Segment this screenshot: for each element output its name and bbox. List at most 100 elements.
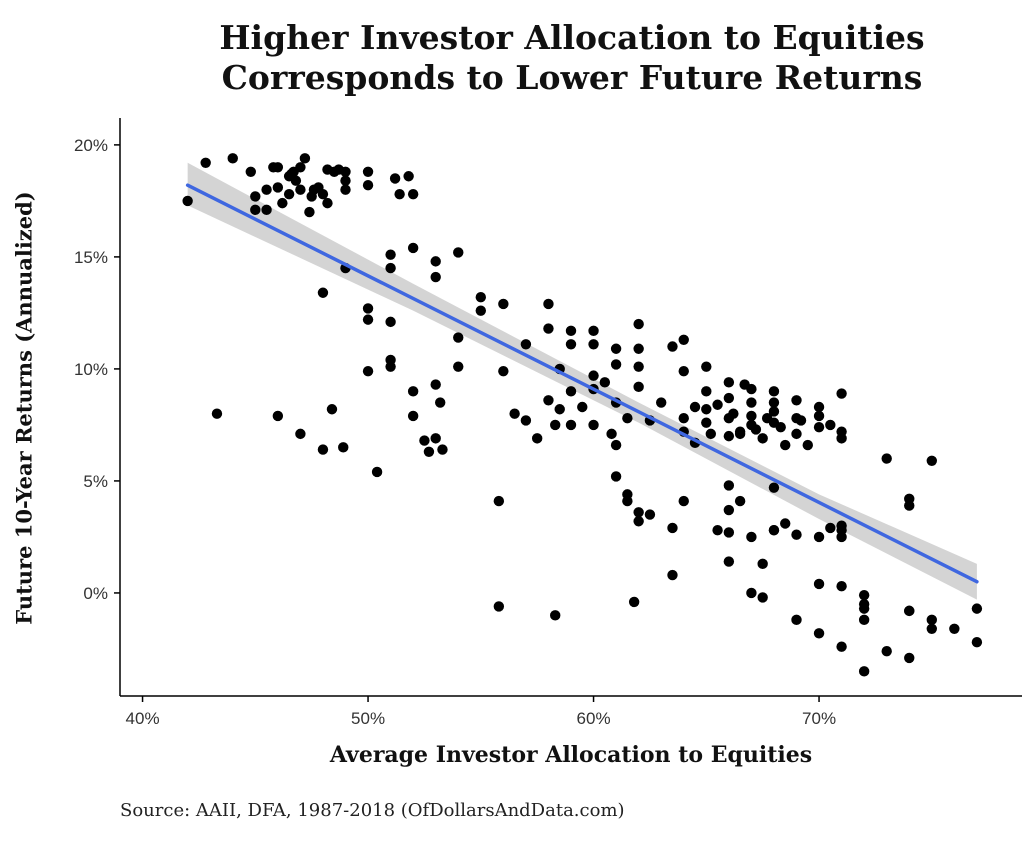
data-point [858,666,870,677]
data-point [836,531,847,543]
data-point [858,589,870,601]
data-point [588,419,599,431]
data-point [453,361,464,372]
x-tick-label: 70% [802,709,836,728]
data-point [371,466,383,478]
data-point [723,392,735,404]
data-point [317,444,329,455]
data-point [728,408,739,419]
data-point [362,166,374,177]
y-tick-label: 0% [83,584,108,603]
data-point [550,610,561,621]
data-point [385,249,396,260]
x-tick-label: 40% [126,709,160,728]
data-point [543,323,554,334]
data-point [211,408,223,419]
x-tick-label: 60% [577,709,611,728]
data-point [768,525,780,536]
data-point [836,388,847,399]
data-point [633,343,644,354]
data-point [407,242,419,254]
data-point [622,413,633,424]
trend-line [185,183,979,584]
data-point [610,439,622,451]
chart-title: Higher Investor Allocation to Equities C… [140,18,1004,98]
data-point [881,645,892,657]
data-point [407,188,419,200]
data-point [836,641,847,652]
data-point [836,426,847,437]
confidence-band [187,162,977,600]
data-point [362,365,374,377]
data-point [746,410,757,422]
data-point [182,195,193,207]
data-point [475,305,486,316]
data-point [971,603,983,614]
data-point [858,603,870,614]
data-point [577,401,588,413]
confidence-band-layer [187,162,977,600]
data-point [394,188,405,200]
data-point [689,401,701,413]
data-point [701,417,712,428]
data-point [757,433,768,444]
data-point [633,516,644,527]
data-point [295,184,306,195]
data-point [509,408,520,419]
data-point [520,339,532,350]
data-point [825,522,836,534]
data-point [712,525,723,536]
data-point [362,303,374,314]
data-point [453,332,464,343]
y-tick-label: 5% [83,472,108,491]
data-point [531,433,543,444]
data-point [588,339,599,350]
data-point [554,404,565,415]
data-point [588,370,599,381]
data-point [295,162,306,173]
data-point [250,204,261,216]
data-point [565,339,577,350]
data-point [272,182,284,193]
data-point [295,428,306,440]
data-point [633,507,644,518]
data-point [453,247,464,258]
data-point [701,361,712,372]
data-point [723,504,735,516]
source-note: Source: AAII, DFA, 1987-2018 (OfDollarsA… [120,800,625,821]
data-point [667,522,678,534]
data-point [200,157,211,169]
data-point [723,556,735,567]
data-point [261,184,272,195]
data-point [791,395,802,406]
data-point [565,419,577,431]
data-point [277,197,288,209]
data-point [606,428,617,440]
data-point [644,509,656,520]
data-point [949,623,960,634]
data-point [768,406,780,417]
data-point [791,614,802,626]
data-point [701,404,712,415]
data-point [746,397,757,408]
data-point [825,419,836,431]
data-point [775,421,786,433]
data-point [340,166,351,177]
data-point [385,262,396,274]
data-point [385,361,396,372]
data-point [430,271,441,283]
data-point [904,493,915,505]
data-point [813,410,825,422]
data-point [746,531,757,543]
data-point [407,410,419,422]
data-point [836,520,847,531]
data-point [498,298,509,310]
data-point [734,428,746,440]
data-point [610,471,622,482]
data-point [610,343,622,354]
data-point [475,292,486,303]
data-point [286,168,297,180]
data-point [326,404,338,415]
data-point [926,614,937,626]
data-point [734,495,746,507]
